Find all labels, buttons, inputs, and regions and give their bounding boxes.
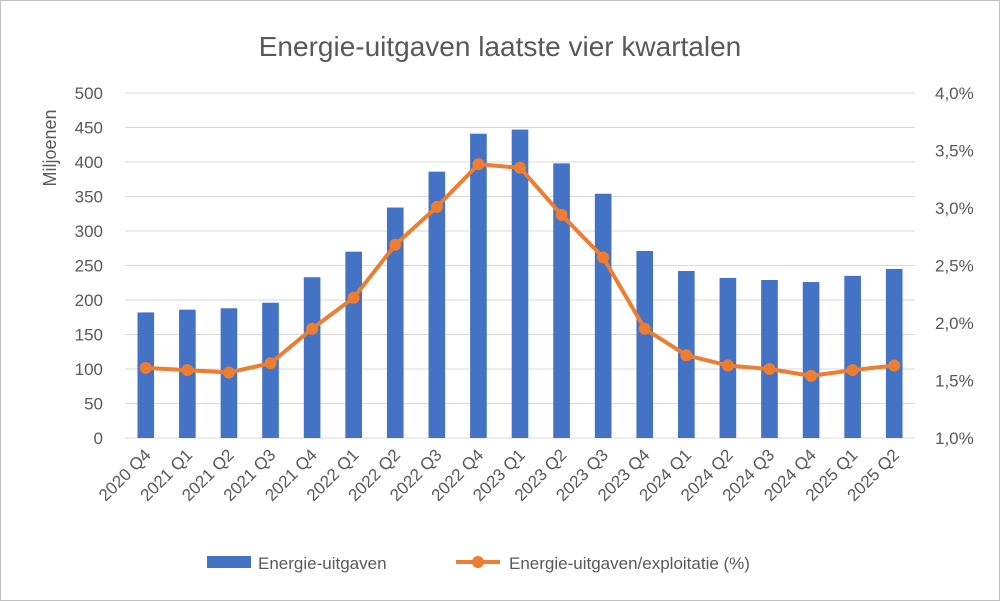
bar	[802, 282, 820, 438]
y2-tick-label: 2,5%	[935, 257, 974, 276]
line-point	[514, 161, 526, 174]
line-point	[181, 364, 194, 377]
bar	[719, 277, 737, 438]
line-point	[763, 363, 776, 375]
bar	[553, 163, 570, 438]
y-tick-label: 400	[75, 153, 103, 172]
legend-bar-swatch	[207, 556, 251, 568]
line-point	[306, 322, 319, 335]
bar	[303, 277, 321, 438]
y-tick-label: 300	[75, 222, 103, 241]
bar	[636, 251, 654, 438]
line-point	[597, 251, 610, 264]
bar	[345, 251, 362, 438]
y-tick-label: 350	[75, 188, 103, 207]
line-point	[555, 208, 568, 221]
y2-tick-label: 1,5%	[935, 372, 974, 391]
bar	[137, 312, 155, 438]
bar	[428, 171, 446, 438]
line-point	[222, 366, 235, 379]
bar	[470, 133, 487, 438]
line-point	[139, 361, 152, 374]
line-point	[472, 158, 485, 171]
line-series	[139, 158, 901, 382]
bar	[511, 129, 529, 438]
line-point	[389, 238, 402, 251]
y-tick-label: 250	[75, 257, 103, 276]
y2-tick-label: 3,5%	[935, 142, 974, 161]
y-tick-label: 100	[75, 360, 103, 379]
line-point	[638, 322, 651, 335]
y-tick-label: 0	[94, 429, 103, 448]
y-tick-label: 450	[75, 119, 103, 138]
legend-line-label: Energie-uitgaven/exploitatie (%)	[509, 554, 750, 573]
bar	[386, 207, 404, 438]
y2-tick-label: 2,0%	[935, 314, 974, 333]
legend: Energie-uitgaven Energie-uitgaven/exploi…	[207, 554, 750, 573]
legend-line-marker	[472, 556, 484, 568]
line-point	[721, 359, 734, 372]
y-tick-label: 200	[75, 291, 103, 310]
bar	[761, 279, 778, 438]
line-point	[888, 359, 901, 372]
line-point	[430, 200, 443, 213]
right-axis-ticks: 1,0% 1,5% 2,0% 2,5% 3,0% 3,5% 4,0%	[935, 84, 974, 448]
line-point	[264, 357, 277, 370]
bar	[594, 193, 612, 438]
y2-tick-label: 4,0%	[935, 84, 974, 103]
bar	[262, 302, 279, 438]
bar-series	[137, 129, 903, 438]
line-point	[805, 369, 818, 382]
legend-bar-label: Energie-uitgaven	[258, 554, 387, 573]
y2-tick-label: 3,0%	[935, 199, 974, 218]
y-tick-label: 500	[75, 84, 103, 103]
bar	[885, 268, 903, 438]
bar	[844, 275, 861, 438]
y2-tick-label: 1,0%	[935, 429, 974, 448]
line-point	[347, 291, 360, 304]
line-point	[846, 364, 859, 377]
y-tick-label: 50	[84, 395, 103, 414]
line-point	[680, 349, 693, 362]
y-axis-label: Miljoenen	[40, 109, 60, 186]
left-axis-ticks: 0 50 100 150 200 250 300 350 400 450 500	[75, 84, 103, 448]
y-tick-label: 150	[75, 326, 103, 345]
chart-title: Energie-uitgaven laatste vier kwartalen	[259, 31, 741, 62]
